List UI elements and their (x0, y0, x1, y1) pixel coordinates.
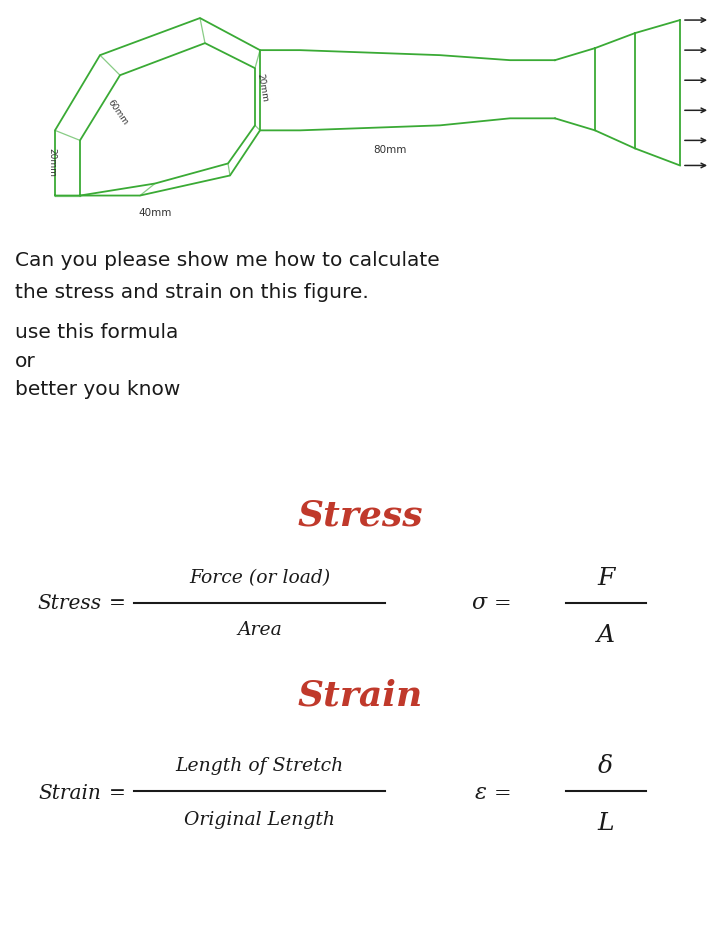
Text: =: = (109, 784, 126, 803)
Text: =: = (109, 593, 126, 613)
Text: or: or (15, 352, 36, 371)
Text: =: = (493, 784, 511, 803)
Text: Force (or load): Force (or load) (189, 569, 330, 587)
Text: Area: Area (238, 621, 282, 639)
Text: L: L (598, 812, 614, 835)
Text: Strain: Strain (38, 784, 101, 803)
Text: Strain: Strain (297, 678, 423, 712)
Text: 20mm: 20mm (48, 148, 56, 177)
Text: 40mm: 40mm (138, 207, 171, 218)
Text: =: = (493, 593, 511, 613)
Text: 60mm: 60mm (106, 98, 130, 126)
Text: the stress and strain on this figure.: the stress and strain on this figure. (15, 283, 369, 301)
Text: use this formula: use this formula (15, 323, 179, 341)
Text: F: F (597, 566, 615, 590)
Text: Stress: Stress (37, 593, 101, 613)
Text: 80mm: 80mm (373, 145, 407, 155)
Text: ε: ε (474, 782, 487, 804)
Text: Stress: Stress (297, 498, 423, 532)
Text: better you know: better you know (15, 380, 181, 400)
Text: δ: δ (598, 754, 613, 777)
Text: 20mm: 20mm (255, 73, 269, 103)
Text: Original Length: Original Length (184, 811, 335, 830)
Text: Length of Stretch: Length of Stretch (176, 757, 343, 776)
Text: Can you please show me how to calculate: Can you please show me how to calculate (15, 250, 440, 270)
Text: σ: σ (471, 592, 487, 614)
Text: A: A (597, 624, 615, 646)
